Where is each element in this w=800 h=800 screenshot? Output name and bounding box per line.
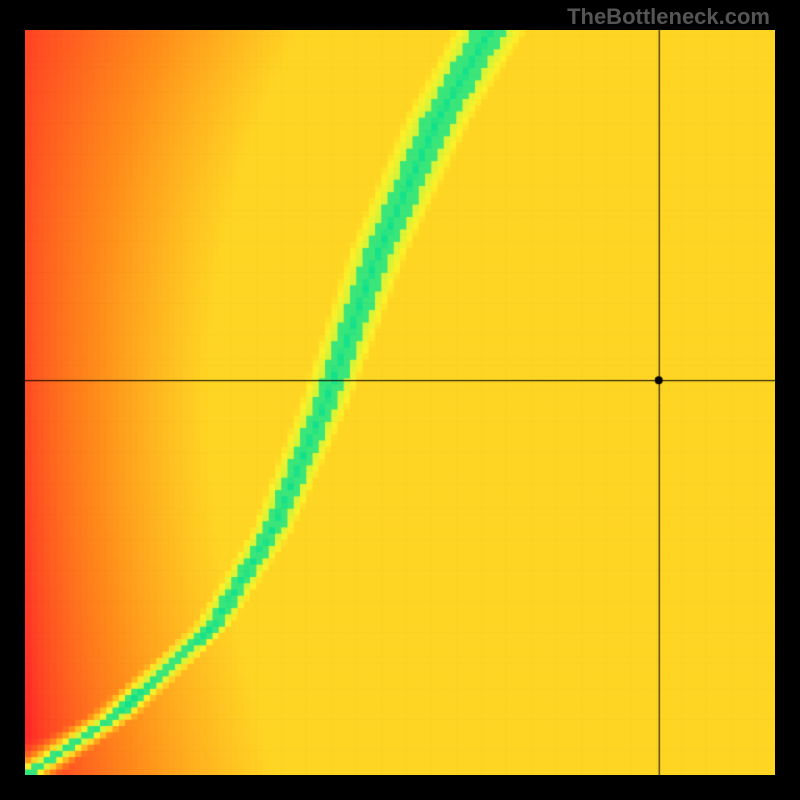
heatmap-canvas (25, 30, 775, 775)
watermark-text: TheBottleneck.com (567, 4, 770, 30)
